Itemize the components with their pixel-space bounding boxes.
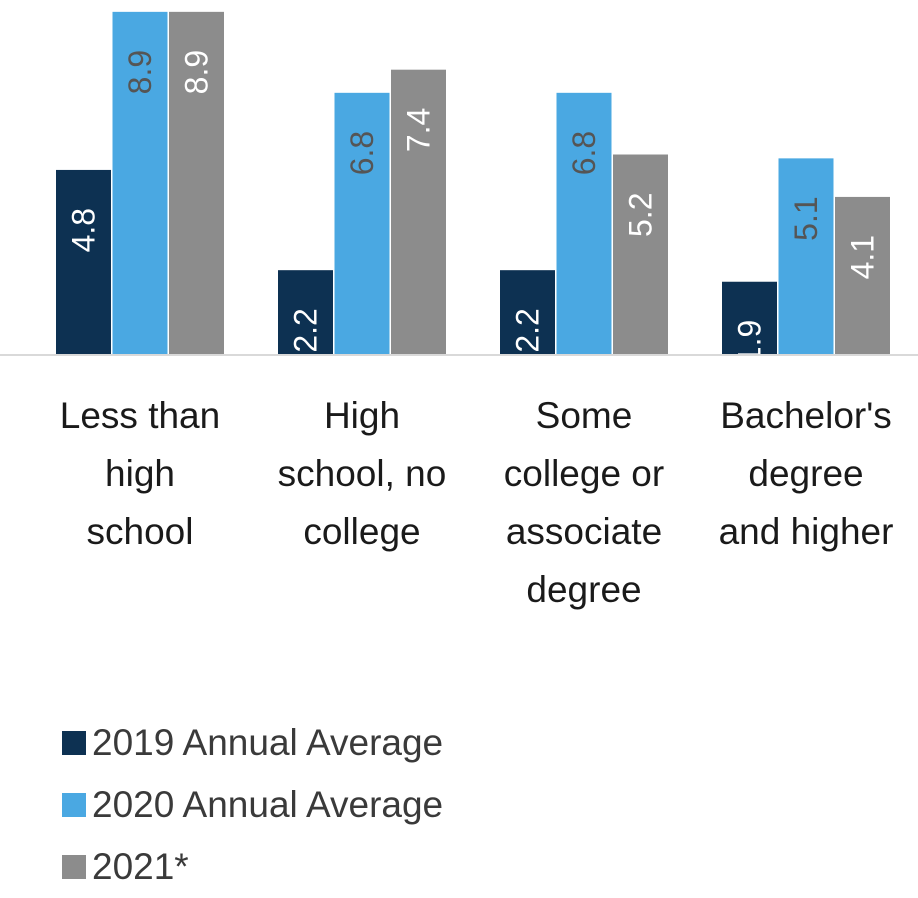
legend-item-2019: 2019 Annual Average xyxy=(62,712,443,774)
data-label: 2.2 xyxy=(288,308,324,352)
bar xyxy=(278,270,333,355)
data-label: 6.8 xyxy=(566,131,602,175)
category-label: Some college or associate degree xyxy=(504,395,664,610)
data-label: 6.8 xyxy=(344,131,380,175)
data-label: 8.9 xyxy=(179,50,215,94)
data-label: 4.1 xyxy=(845,235,881,279)
category-label-line: associate xyxy=(506,511,662,552)
bar xyxy=(835,196,890,355)
category-label: Bachelor's degree and higher xyxy=(719,395,894,552)
data-label: 8.9 xyxy=(122,50,158,94)
bar xyxy=(500,270,555,355)
bar xyxy=(722,281,777,355)
category-label-line: high xyxy=(105,453,175,494)
category-label-line: college or xyxy=(504,453,664,494)
data-label: 5.1 xyxy=(788,196,824,240)
category-label: High school, no college xyxy=(278,395,447,552)
data-label: 1.9 xyxy=(732,320,768,364)
data-label: 5.2 xyxy=(623,193,659,237)
category-label-line: college xyxy=(303,511,420,552)
bar-chart: 4.8 8.9 8.9 2.2 6.8 7.4 2.2 6.8 5.2 1.9 5.1 4.1 Les… xyxy=(0,11,918,610)
legend-swatch-2019 xyxy=(62,731,86,755)
data-label: 7.4 xyxy=(401,108,437,152)
category-label-line: Bachelor's xyxy=(720,395,892,436)
legend-label-2020: 2020 Annual Average xyxy=(92,784,444,825)
legend-item-2020: 2020 Annual Average xyxy=(62,774,443,836)
category-label-line: school, no xyxy=(278,453,447,494)
bar xyxy=(112,11,168,355)
category-label-line: and higher xyxy=(719,511,894,552)
legend-label-2021: 2021* xyxy=(92,846,189,887)
data-label: 4.8 xyxy=(66,208,102,252)
category-label-line: Some xyxy=(536,395,633,436)
bar xyxy=(56,169,111,355)
legend-label-2019: 2019 Annual Average xyxy=(92,722,444,763)
category-label: Less than high school xyxy=(60,395,220,552)
bar xyxy=(778,158,834,355)
bar xyxy=(556,92,612,356)
category-label-line: degree xyxy=(748,453,863,494)
category-label-line: degree xyxy=(526,569,641,610)
bars-group: 4.8 8.9 8.9 2.2 6.8 7.4 2.2 6.8 5.2 1.9 5.1 4.1 xyxy=(56,11,890,364)
bar xyxy=(334,92,390,356)
legend-item-2021: 2021* xyxy=(62,836,443,898)
legend: 2019 Annual Average 2020 Annual Average … xyxy=(62,712,443,898)
category-label-line: High xyxy=(324,395,400,436)
category-label-line: Less than xyxy=(60,395,220,436)
bar xyxy=(169,11,224,355)
bar xyxy=(613,154,668,355)
category-label-line: school xyxy=(87,511,194,552)
data-label: 2.2 xyxy=(510,308,546,352)
legend-swatch-2021 xyxy=(62,855,86,879)
category-labels: Less than high school High school, no college… xyxy=(60,395,894,610)
legend-swatch-2020 xyxy=(62,793,86,817)
bar xyxy=(391,69,446,355)
